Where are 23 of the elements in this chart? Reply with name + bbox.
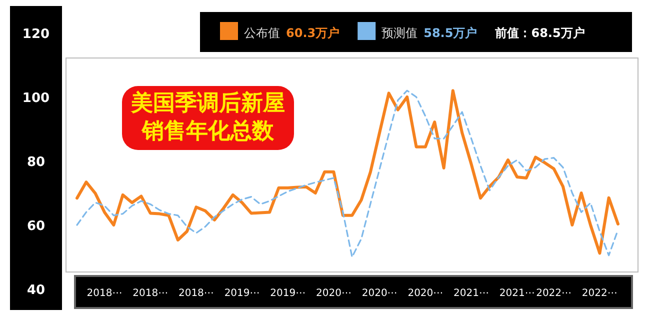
y-tick-label: 120 <box>22 27 50 42</box>
x-tick-label: 2021⋯ <box>454 288 490 299</box>
x-tick-label: 2022⋯ <box>536 288 572 299</box>
annotation: 60.3万户 <box>286 26 340 40</box>
x-tick-label: 2022⋯ <box>582 288 618 299</box>
y-tick-label: 80 <box>26 155 46 170</box>
x-tick-label: 2020⋯ <box>408 288 444 299</box>
x-tick-label: 2018⋯ <box>178 288 214 299</box>
x-tick-label: 2020⋯ <box>362 288 398 299</box>
x-tick-label: 2019⋯ <box>224 288 260 299</box>
annotation: 58.5万户 <box>424 26 478 40</box>
legend-label: 预测值 <box>382 26 418 40</box>
y-tick-label: 100 <box>22 91 50 106</box>
annotation: 前值：68.5万户 <box>494 26 585 40</box>
y-tick-label: 60 <box>26 219 46 234</box>
text: 美国季调后新屋销售年化总数 <box>122 86 294 150</box>
x-tick-label: 2018⋯ <box>86 288 122 299</box>
x-tick-label: 2021⋯ <box>499 288 535 299</box>
x-tick-label: 2018⋯ <box>132 288 168 299</box>
legend-label: 公布值 <box>244 26 280 40</box>
x-tick-label: 2020⋯ <box>316 288 352 299</box>
y-tick-label: 40 <box>26 283 46 298</box>
x-tick-label: 2019⋯ <box>270 288 306 299</box>
